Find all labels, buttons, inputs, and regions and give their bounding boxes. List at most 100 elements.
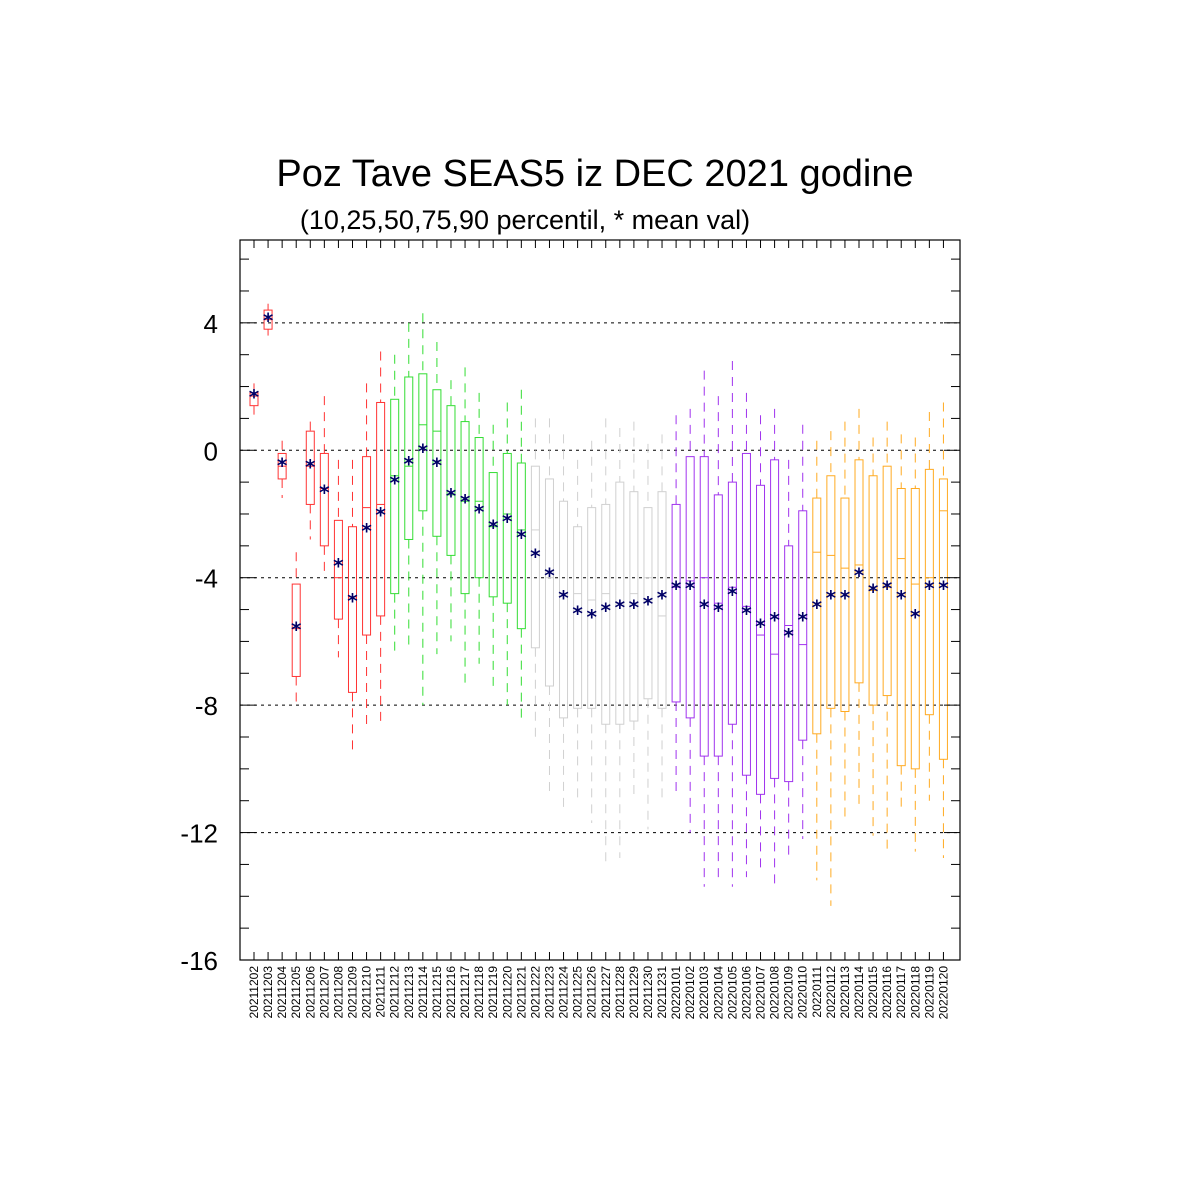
- mean-marker: *: [854, 564, 865, 588]
- iqr-box: [657, 491, 667, 709]
- iqr-box: [390, 398, 400, 595]
- x-tick-label: 20211228: [613, 966, 627, 1019]
- mean-marker: *: [333, 554, 344, 578]
- box-20211224: [559, 434, 569, 811]
- box-20211208: [333, 459, 343, 658]
- box-20211220: [502, 402, 512, 706]
- box-20220103: [699, 370, 709, 887]
- mean-marker: *: [488, 516, 499, 540]
- mean-marker: *: [474, 500, 485, 524]
- mean-marker: *: [347, 589, 358, 613]
- x-tick-label: 20220102: [683, 966, 697, 1020]
- iqr-box: [910, 487, 920, 770]
- iqr-box: [756, 484, 766, 795]
- iqr-box: [516, 462, 526, 630]
- box-20211214: [418, 313, 428, 706]
- x-tick-label: 20220117: [894, 966, 908, 1019]
- mean-marker: *: [910, 605, 921, 629]
- box-20220120: [938, 402, 948, 859]
- iqr-box: [573, 526, 583, 709]
- x-tick-label: 20211227: [599, 966, 613, 1019]
- mean-marker: *: [896, 586, 907, 610]
- mean-marker: *: [713, 599, 724, 623]
- y-tick-label: -8: [195, 691, 218, 721]
- iqr-box: [671, 503, 681, 703]
- iqr-box: [544, 478, 554, 687]
- x-tick-label: 20211217: [458, 966, 472, 1019]
- x-tick-label: 20220113: [838, 966, 852, 1019]
- box-20211223: [544, 418, 554, 792]
- mean-marker: *: [418, 439, 429, 463]
- x-tick-label: 20220103: [697, 966, 711, 1020]
- mean-marker: *: [404, 452, 415, 476]
- box-20220112: [826, 431, 836, 906]
- box-20211202: [249, 383, 259, 416]
- box-20220117: [896, 434, 906, 814]
- mean-markers: *************** * ** ****** * * * * * * * ** **** ***…: [249, 309, 949, 648]
- mean-marker: *: [277, 454, 288, 478]
- x-tick-label: 20220119: [922, 966, 936, 1019]
- x-tick-label: 20211215: [430, 966, 444, 1019]
- mean-marker: *: [516, 525, 527, 549]
- iqr-box: [826, 475, 836, 709]
- mean-marker: *: [783, 624, 794, 648]
- box-20211203: [263, 303, 273, 336]
- iqr-box: [699, 456, 709, 757]
- mean-marker: *: [924, 576, 935, 600]
- mean-marker: *: [249, 385, 260, 409]
- mean-marker: *: [741, 602, 752, 626]
- x-tick-label: 20220105: [725, 966, 739, 1020]
- iqr-box: [812, 497, 822, 735]
- x-tick-label: 20211224: [557, 966, 571, 1019]
- x-tick-label: 20211226: [585, 966, 599, 1019]
- box-20211211: [376, 351, 386, 722]
- box-20211207: [319, 396, 329, 575]
- mean-marker: *: [643, 592, 654, 616]
- iqr-box: [460, 421, 470, 595]
- iqr-box: [713, 494, 723, 757]
- box-20211230: [643, 443, 653, 830]
- box-20211222: [530, 418, 540, 741]
- box-20211225: [573, 459, 583, 801]
- mean-marker: *: [544, 564, 555, 588]
- iqr-box: [840, 497, 850, 713]
- iqr-box: [643, 507, 653, 700]
- y-tick-label: 4: [204, 309, 218, 339]
- iqr-box: [741, 452, 751, 776]
- box-20220118: [910, 437, 920, 852]
- box-20220111: [812, 440, 822, 881]
- iqr-box: [727, 481, 737, 725]
- box-20211227: [601, 418, 611, 865]
- box-20211206: [305, 421, 315, 540]
- x-tick-label: 20211209: [345, 966, 359, 1019]
- x-tick-label: 20220108: [768, 966, 782, 1020]
- mean-marker: *: [389, 471, 400, 495]
- mean-marker: *: [291, 618, 302, 642]
- x-tick-label: 20211222: [528, 966, 542, 1019]
- x-tick-label: 20211231: [655, 966, 669, 1019]
- box-20220110: [798, 424, 808, 839]
- box-20211229: [629, 421, 639, 798]
- box-20220113: [840, 421, 850, 820]
- iqr-box: [347, 526, 357, 693]
- iqr-box: [896, 487, 906, 767]
- mean-marker: *: [629, 595, 640, 619]
- iqr-box: [938, 478, 948, 760]
- mean-marker: *: [446, 484, 457, 508]
- mean-marker: *: [938, 576, 949, 600]
- mean-marker: *: [375, 503, 386, 527]
- mean-marker: *: [882, 576, 893, 600]
- mean-marker: *: [812, 595, 823, 619]
- box-20211231: [657, 434, 667, 798]
- iqr-box: [446, 405, 456, 556]
- x-tick-label: 20211213: [402, 966, 416, 1019]
- iqr-box: [362, 456, 372, 636]
- box-20220116: [882, 421, 892, 855]
- x-tick-label: 20211229: [627, 966, 641, 1019]
- box-20220109: [784, 459, 794, 859]
- x-tick-label: 20211205: [289, 966, 303, 1019]
- box-20211218: [474, 392, 484, 664]
- x-tick-label: 20211225: [571, 966, 585, 1019]
